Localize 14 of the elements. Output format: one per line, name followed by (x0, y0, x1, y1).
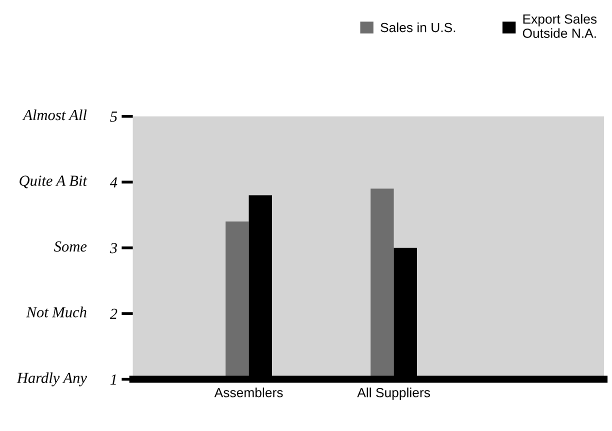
text: Some (54, 241, 87, 252)
y-tick-label: 5 (110, 112, 118, 122)
y-tick-label: 4 (110, 177, 118, 188)
legend-label: Sales in U.S. (380, 22, 456, 32)
text: Not Much (26, 306, 86, 318)
y-tick-label: 1 (110, 374, 116, 385)
text: Hardly Any (16, 372, 87, 386)
x-tick-label: Assemblers (214, 388, 283, 398)
legend-label: Export Sales Outside N.A. (522, 14, 597, 38)
y-tick-label: 3 (110, 243, 117, 254)
y-tick-label: 2 (110, 308, 118, 319)
x-tick-label: All Suppliers (357, 388, 430, 400)
text: Almost All (22, 109, 87, 120)
text: Quite A Bit (20, 176, 88, 188)
